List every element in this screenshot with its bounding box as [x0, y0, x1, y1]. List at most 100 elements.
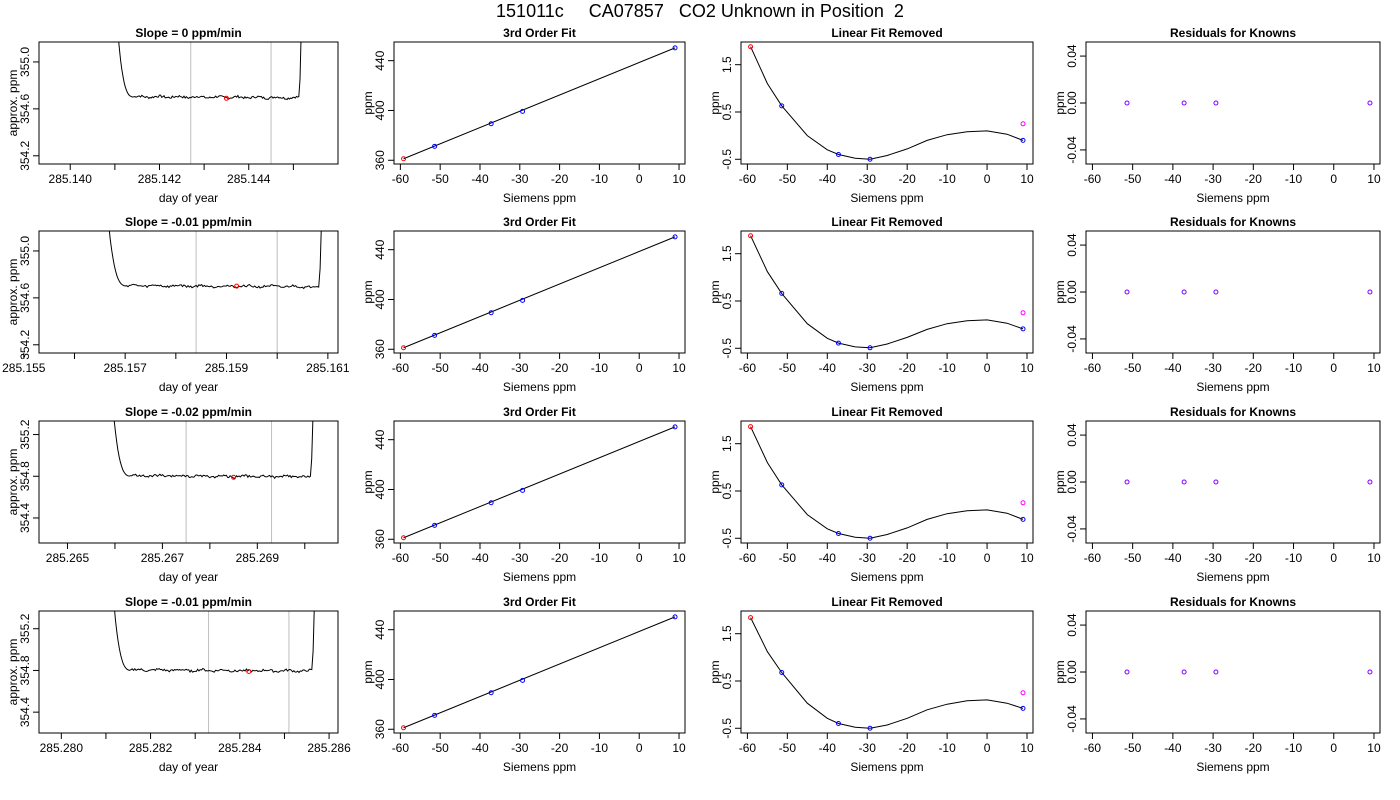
x-tick-label: -50: [1124, 741, 1142, 755]
x-axis-label: Siemens ppm: [503, 570, 576, 584]
plot-frame: [393, 420, 686, 544]
fit-line: [403, 426, 676, 539]
panel-marks: [108, 231, 322, 353]
data-point: [779, 669, 785, 675]
panel-3-2: 3rd Order Fit Siemens ppm ppm -60 -50 -40 -30 -…: [361, 405, 686, 584]
x-tick-label: 285.284: [218, 741, 262, 755]
y-tick-label: 440: [373, 619, 387, 639]
data-point: [1181, 100, 1187, 106]
x-tick-label: -50: [1124, 172, 1142, 186]
x-tick-label: -50: [432, 172, 450, 186]
data-point: [1020, 500, 1026, 506]
plot-frame: [38, 610, 339, 734]
panel-marks: [748, 44, 1026, 162]
x-tick-label: -50: [432, 551, 450, 565]
fit-line: [403, 236, 676, 349]
panel-marks: [1124, 289, 1373, 295]
x-tick-label: 10: [1020, 551, 1034, 565]
plot-frame: [1085, 610, 1381, 734]
x-tick-label: -60: [1084, 741, 1102, 755]
panel-2-1: Slope = -0.01 ppm/min day of year approx. …: [2, 215, 350, 394]
x-tick-label: -10: [591, 551, 609, 565]
y-tick-label: 0.5: [720, 103, 734, 120]
panel-marks: [748, 424, 1026, 541]
data-point: [835, 152, 841, 158]
x-tick-label: -40: [1164, 361, 1182, 375]
ppm-trace: [113, 421, 314, 480]
data-point: [401, 156, 407, 162]
x-tick-label: 0: [636, 172, 643, 186]
x-tick-label: 0: [1330, 551, 1337, 565]
x-tick-label: 285.282: [129, 741, 173, 755]
x-tick-label: -60: [392, 172, 410, 186]
fit-curve: [750, 235, 1024, 349]
y-tick-label: -0.5: [720, 149, 734, 170]
panel-marks: [748, 615, 1026, 731]
y-axis-label: approx. ppm: [6, 70, 20, 137]
data-point: [1181, 479, 1187, 485]
data-point: [779, 290, 785, 296]
x-tick-label: -10: [938, 361, 956, 375]
y-tick-label: 440: [373, 239, 387, 259]
x-tick-label: 285.157: [103, 361, 147, 375]
x-tick-label: -20: [899, 361, 917, 375]
ppm-trace: [118, 42, 302, 101]
mean-marker: [223, 95, 229, 101]
y-tick-label: 400: [373, 289, 387, 309]
x-tick-label: 285.267: [141, 551, 185, 565]
x-tick-label: -50: [432, 361, 450, 375]
data-point: [867, 156, 873, 162]
x-tick-label: -50: [432, 741, 450, 755]
x-tick-label: 285.269: [236, 551, 280, 565]
panel-marks: [1124, 479, 1373, 485]
x-axis-label: Siemens ppm: [503, 760, 576, 774]
x-tick-label: 0: [1330, 361, 1337, 375]
x-axis-label: Siemens ppm: [850, 570, 923, 584]
x-tick-label: -10: [1285, 551, 1303, 565]
panel-title: 3rd Order Fit: [503, 26, 576, 40]
x-axis-label: Siemens ppm: [850, 760, 923, 774]
y-tick-label: 355.2: [18, 419, 32, 449]
data-point: [520, 677, 526, 683]
plot-frame: [740, 610, 1034, 734]
plot-frame: [740, 41, 1034, 165]
y-axis-label: ppm: [708, 470, 722, 493]
fit-curve: [750, 617, 1024, 729]
panel-marks: [1124, 669, 1373, 675]
y-tick-label: -0.04: [1065, 705, 1079, 733]
x-tick-label: -10: [938, 741, 956, 755]
x-tick-label: 285.159: [205, 361, 249, 375]
y-tick-label: 400: [373, 100, 387, 120]
x-tick-label: -20: [1245, 361, 1263, 375]
x-tick-label: 0: [984, 361, 991, 375]
x-tick-label: -10: [1285, 361, 1303, 375]
data-point: [1213, 669, 1219, 675]
x-tick-label: -60: [1084, 172, 1102, 186]
y-tick-label: 354.4: [18, 503, 32, 533]
y-tick-label: 440: [373, 429, 387, 449]
plot-frame: [38, 420, 339, 544]
data-point: [1213, 479, 1219, 485]
data-point: [1020, 137, 1026, 143]
y-axis-label: ppm: [708, 91, 722, 114]
y-tick-label: 360: [373, 529, 387, 549]
panel-marks: [401, 424, 678, 541]
data-point: [1124, 669, 1130, 675]
data-point: [748, 233, 754, 239]
x-tick-label: 285.144: [227, 172, 271, 186]
data-point: [748, 615, 754, 621]
panel-title: Slope = -0.01 ppm/min: [125, 215, 252, 229]
plot-frame: [740, 230, 1034, 354]
data-point: [748, 424, 754, 430]
panel-title: Slope = -0.01 ppm/min: [125, 595, 252, 609]
y-axis-label: approx. ppm: [6, 259, 20, 326]
panel-title: Residuals for Knowns: [1170, 26, 1296, 40]
panel-marks: [401, 234, 678, 351]
x-tick-label: -20: [1245, 551, 1263, 565]
x-tick-label: 285.265: [46, 551, 90, 565]
data-point: [672, 424, 678, 430]
panel-3-3: Linear Fit Removed Siemens ppm ppm -60 -50 -4…: [708, 405, 1034, 584]
x-tick-label: 10: [1367, 361, 1381, 375]
y-tick-label: 0.00: [1065, 91, 1079, 115]
x-axis-label: Siemens ppm: [850, 191, 923, 205]
